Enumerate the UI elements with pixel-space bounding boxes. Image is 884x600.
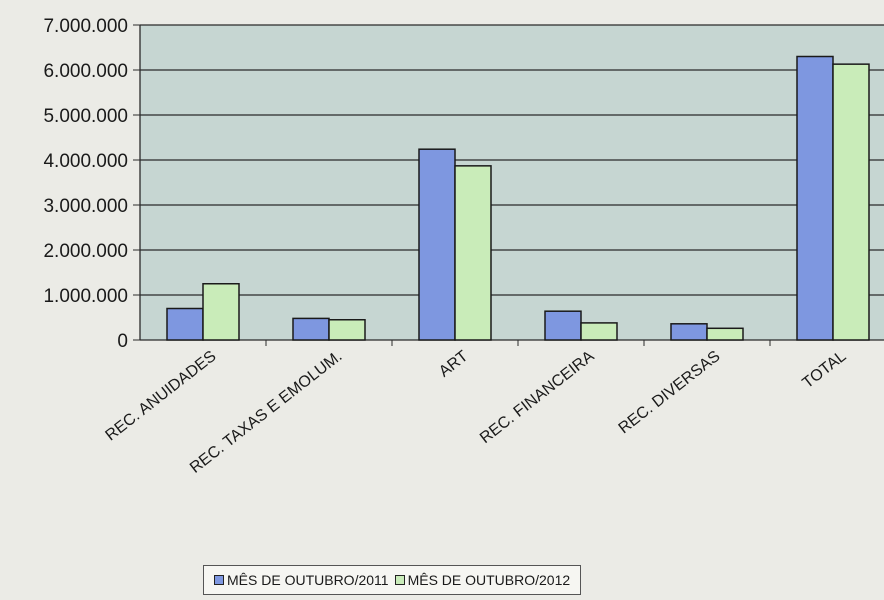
bar-2011: [670, 323, 708, 341]
bar-2012: [706, 327, 744, 341]
y-tick-label: 5.000.000: [43, 106, 128, 127]
legend-label-2012: MÊS DE OUTUBRO/2012: [407, 572, 571, 588]
legend-swatch-2012: [394, 575, 405, 585]
y-tick-label: 0: [117, 331, 128, 352]
legend-item-2012: MÊS DE OUTUBRO/2012: [394, 572, 571, 588]
x-category-label: REC. ANUIDADES: [103, 348, 220, 445]
bar-2012: [454, 165, 492, 341]
legend-item-2011: MÊS DE OUTUBRO/2011: [214, 572, 389, 588]
x-category-label: TOTAL: [800, 348, 850, 392]
x-category-label: REC. FINANCEIRA: [477, 348, 598, 448]
x-category-label: ART: [436, 348, 472, 381]
legend-swatch-2011: [214, 575, 224, 585]
y-tick-label: 1.000.000: [43, 286, 128, 307]
chart-legend: MÊS DE OUTUBRO/2011 MÊS DE OUTUBRO/2012: [203, 565, 582, 595]
y-tick-label: 6.000.000: [43, 61, 128, 82]
legend-label-2011: MÊS DE OUTUBRO/2011: [227, 572, 389, 588]
y-tick-label: 2.000.000: [43, 241, 128, 262]
bar-2011: [418, 148, 456, 341]
plot-area: [140, 25, 884, 340]
x-category-label: REC. DIVERSAS: [616, 348, 724, 437]
y-tick-label: 7.000.000: [43, 16, 128, 37]
bar-2012: [202, 283, 240, 341]
bar-2012: [328, 319, 366, 341]
bar-2011: [796, 55, 834, 341]
bar-2012: [580, 322, 618, 341]
bar-2011: [544, 310, 582, 341]
bar-2011: [292, 317, 330, 341]
bar-2011: [166, 307, 204, 341]
y-tick-label: 3.000.000: [43, 196, 128, 217]
y-tick-label: 4.000.000: [43, 151, 128, 172]
bar-2012: [832, 63, 870, 341]
